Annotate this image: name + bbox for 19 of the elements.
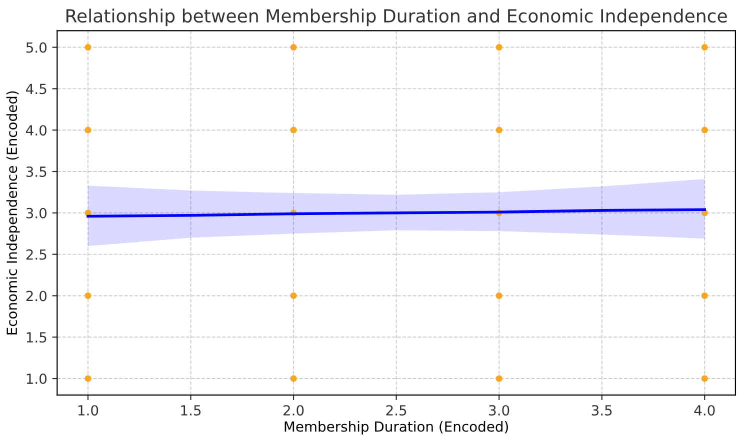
y-tick-label: 5.0 [26, 42, 47, 53]
x-tick-label: 2.5 [386, 405, 406, 416]
y-tick-label: 2.0 [26, 290, 47, 302]
x-tick-label: 1.0 [78, 405, 98, 416]
x-tick-label: 3.5 [592, 405, 612, 416]
y-tick-label: 2.5 [26, 249, 46, 260]
y-axis-title: Economic Independence (Encoded) [6, 91, 20, 334]
x-tick-label: 3.0 [489, 405, 510, 416]
y-tick-label: 1.5 [26, 332, 46, 343]
y-tick-label: 4.5 [26, 84, 46, 94]
y-tick-label: 3.5 [26, 166, 46, 177]
y-tick-label: 1.0 [26, 374, 47, 384]
chart-title: Relationship between Membership Duration and Economic Independence [66, 8, 727, 26]
x-tick-label: 1.5 [181, 405, 201, 416]
x-tick-label: 2.0 [284, 405, 304, 416]
x-axis-title: Membership Duration (Encoded) [284, 421, 508, 434]
y-tick-label: 3.0 [26, 208, 47, 218]
x-tick-label: 4.0 [694, 405, 715, 416]
y-tick-label: 4.0 [26, 125, 47, 136]
